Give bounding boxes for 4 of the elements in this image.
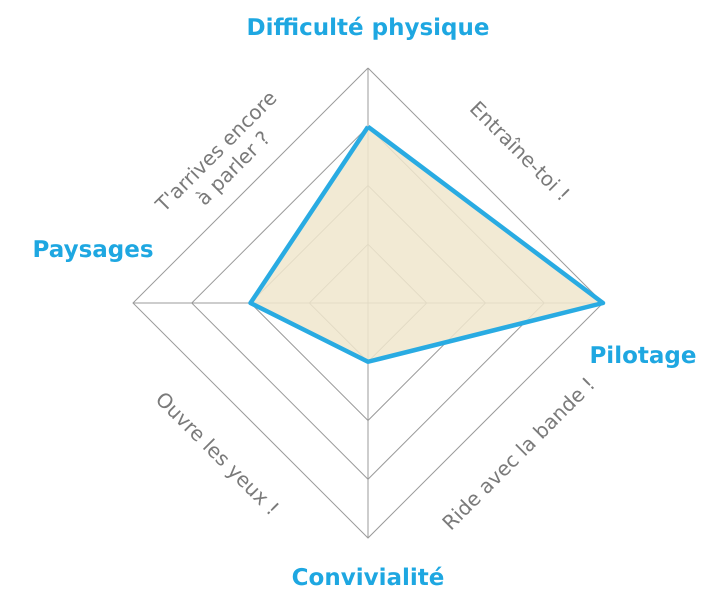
spoke-label: Paysages — [32, 237, 154, 264]
spoke-label: Difficulté physique — [246, 15, 490, 42]
spoke-label: Convivialité — [292, 564, 444, 591]
spoke-label: Pilotage — [589, 342, 696, 369]
